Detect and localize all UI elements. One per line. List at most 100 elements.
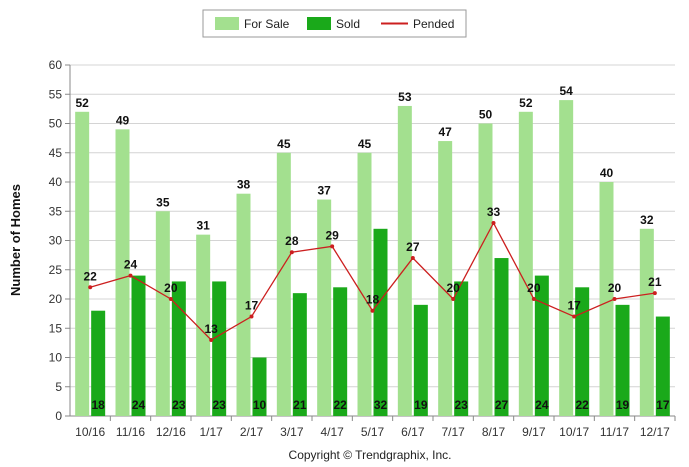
data-label-sold: 17 xyxy=(656,398,670,412)
data-label-for-sale: 49 xyxy=(116,113,130,127)
x-tick-label: 4/17 xyxy=(320,425,344,439)
data-label-for-sale: 31 xyxy=(196,219,210,233)
data-label-pended: 29 xyxy=(325,228,339,242)
data-label-pended: 20 xyxy=(527,281,541,295)
legend-label-pended: Pended xyxy=(413,17,454,31)
pended-point xyxy=(612,297,617,301)
bar-for-sale xyxy=(357,152,372,416)
x-tick-label: 11/16 xyxy=(116,425,145,439)
bar-for-sale xyxy=(75,111,90,417)
bar-sold xyxy=(171,281,186,416)
data-label-pended: 18 xyxy=(366,293,380,307)
bar-sold xyxy=(413,304,428,416)
data-label-for-sale: 54 xyxy=(559,84,573,98)
bar-sold xyxy=(373,228,388,416)
y-tick-label: 0 xyxy=(55,409,62,423)
bar-for-sale xyxy=(115,129,130,416)
bar-sold xyxy=(252,357,267,416)
x-tick-label: 1/17 xyxy=(199,425,223,439)
bar-for-sale xyxy=(518,111,533,417)
bar-for-sale xyxy=(155,211,170,416)
pended-point xyxy=(209,337,214,342)
pended-point xyxy=(168,297,173,301)
data-label-pended: 22 xyxy=(83,269,97,283)
bar-sold xyxy=(575,287,590,416)
data-label-for-sale: 53 xyxy=(398,90,412,104)
bar-sold xyxy=(212,281,227,416)
y-tick-label: 35 xyxy=(49,204,63,218)
copyright-credit: Copyright © Trendgraphix, Inc. xyxy=(289,448,452,462)
data-label-pended: 20 xyxy=(446,281,460,295)
x-tick-label: 7/17 xyxy=(441,425,465,439)
data-label-for-sale: 32 xyxy=(640,213,654,227)
x-tick-label: 9/17 xyxy=(522,425,546,439)
x-tick-label: 12/16 xyxy=(156,425,186,439)
pended-point xyxy=(88,285,93,290)
bar-for-sale xyxy=(438,141,453,417)
pended-point xyxy=(370,308,375,313)
data-label-for-sale: 52 xyxy=(519,96,533,110)
bar-for-sale xyxy=(559,100,574,416)
y-tick-label: 20 xyxy=(49,292,63,306)
data-label-sold: 24 xyxy=(535,398,549,412)
data-label-for-sale: 45 xyxy=(277,137,291,151)
data-label-for-sale: 35 xyxy=(156,195,170,209)
y-tick-label: 5 xyxy=(55,380,62,394)
x-tick-label: 2/17 xyxy=(240,425,264,439)
legend-frame xyxy=(202,9,467,38)
bar-for-sale xyxy=(599,182,614,416)
data-label-sold: 32 xyxy=(374,398,388,412)
x-tick-label: 10/16 xyxy=(75,425,105,439)
data-label-pended: 17 xyxy=(245,299,259,313)
data-label-sold: 23 xyxy=(172,398,186,412)
bar-sold xyxy=(91,310,106,416)
data-label-for-sale: 45 xyxy=(358,137,372,151)
data-label-sold: 27 xyxy=(495,398,509,412)
data-label-pended: 13 xyxy=(204,322,218,336)
bar-sold xyxy=(131,275,146,416)
data-label-for-sale: 40 xyxy=(600,166,614,180)
pended-point xyxy=(249,314,254,319)
y-tick-label: 45 xyxy=(49,146,63,160)
bar-sold xyxy=(292,293,307,416)
data-label-sold: 21 xyxy=(293,398,307,412)
axes: 0 5 10 15 20 25 30 35 40 45 50 55 60 10/16 11/16 12/16 1… xyxy=(49,58,676,439)
x-tick-label: 12/17 xyxy=(640,425,670,439)
data-label-pended: 20 xyxy=(608,281,622,295)
data-label-for-sale: 37 xyxy=(317,184,331,198)
pended-point xyxy=(289,250,294,255)
y-tick-label: 40 xyxy=(49,175,63,189)
data-label-pended: 33 xyxy=(487,205,501,219)
bar-for-sale xyxy=(196,234,211,416)
data-label-sold: 22 xyxy=(575,398,589,412)
data-label-pended: 27 xyxy=(406,240,420,254)
data-label-pended: 20 xyxy=(164,281,178,295)
y-tick-label: 25 xyxy=(49,263,63,277)
x-tick-label: 3/17 xyxy=(280,425,304,439)
pended-point xyxy=(491,220,496,225)
pended-point xyxy=(128,273,133,278)
pended-point xyxy=(330,244,335,249)
data-label-for-sale: 52 xyxy=(75,96,89,110)
y-tick-label: 10 xyxy=(49,351,63,365)
x-tick-label: 10/17 xyxy=(559,425,589,439)
y-tick-label: 30 xyxy=(49,234,63,248)
y-tick-label: 60 xyxy=(49,58,63,72)
gridlines xyxy=(70,64,675,417)
data-label-sold: 19 xyxy=(616,398,630,412)
legend-swatch-sold xyxy=(307,17,331,30)
data-label-sold: 10 xyxy=(253,398,267,412)
x-tick-label: 6/17 xyxy=(401,425,425,439)
bar-for-sale xyxy=(276,152,291,416)
pended-point xyxy=(451,297,456,301)
legend-label-sold: Sold xyxy=(336,17,360,31)
legend-label-for-sale: For Sale xyxy=(244,17,290,31)
bar-sold xyxy=(655,316,670,416)
pended-point xyxy=(531,297,536,301)
x-tick-label: 8/17 xyxy=(482,425,506,439)
y-axis-title: Number of Homes xyxy=(8,184,23,296)
data-label-pended: 17 xyxy=(567,299,581,313)
bar-for-sale xyxy=(317,199,332,416)
